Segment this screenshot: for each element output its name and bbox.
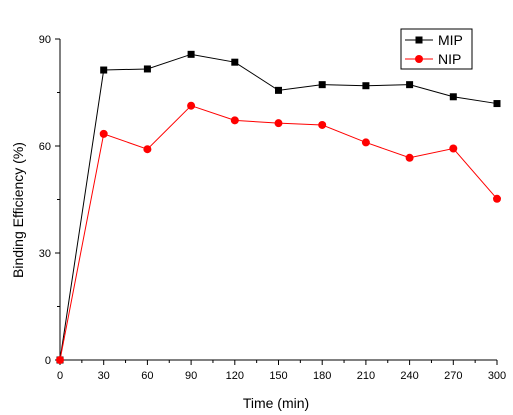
legend: MIP NIP xyxy=(400,28,473,70)
data-point-mip xyxy=(100,66,108,74)
data-point-mip xyxy=(362,82,370,90)
y-tick-label: 60 xyxy=(39,141,51,153)
data-point-nip xyxy=(361,138,370,147)
data-point-nip xyxy=(143,145,152,154)
series-mip xyxy=(56,50,501,364)
x-tick-label: 90 xyxy=(185,370,197,382)
data-point-nip xyxy=(449,144,458,153)
data-point-mip xyxy=(143,65,151,73)
data-point-mip xyxy=(187,50,195,58)
x-axis-label: Time (min) xyxy=(243,395,309,411)
x-tick-label: 30 xyxy=(98,370,110,382)
data-point-mip xyxy=(406,81,414,89)
data-point-nip xyxy=(493,194,501,203)
x-tick-label: 300 xyxy=(488,370,506,382)
data-point-mip xyxy=(449,93,457,101)
data-point-mip xyxy=(275,86,282,94)
data-point-nip xyxy=(99,129,108,138)
data-point-nip xyxy=(405,153,414,162)
data-point-nip xyxy=(318,120,327,129)
data-point-nip xyxy=(230,116,239,125)
x-tick-label: 240 xyxy=(400,370,418,382)
legend-label-mip: MIP xyxy=(438,32,463,48)
x-tick-label: 270 xyxy=(444,370,462,382)
series-nip xyxy=(56,101,501,364)
data-point-mip xyxy=(318,81,326,89)
x-tick-label: 180 xyxy=(313,370,331,382)
x-tick-label: 150 xyxy=(269,370,287,382)
series-line-nip xyxy=(59,105,498,361)
x-tick-label: 60 xyxy=(141,370,153,382)
data-point-mip xyxy=(493,100,501,108)
x-tick-label: 210 xyxy=(357,370,375,382)
legend-label-nip: NIP xyxy=(438,51,461,67)
y-tick-label: 0 xyxy=(45,355,51,367)
y-axis-label: Binding Efficiency (%) xyxy=(10,142,26,278)
series-layer xyxy=(56,50,501,364)
series-line-mip xyxy=(59,53,498,361)
data-point-nip xyxy=(187,101,196,110)
x-tick-label: 0 xyxy=(57,370,63,382)
axes: 0 30 60 90 120 150 180 210 240 270 300 0 30 60 90 xyxy=(39,34,506,382)
legend-box xyxy=(400,28,473,70)
data-point-nip xyxy=(274,119,283,128)
x-tick-label: 120 xyxy=(226,370,244,382)
y-tick-label: 90 xyxy=(39,34,51,46)
legend-marker-mip xyxy=(415,36,423,44)
data-point-nip xyxy=(56,356,64,364)
data-point-mip xyxy=(231,58,239,66)
y-tick-label: 30 xyxy=(39,248,51,260)
legend-marker-nip xyxy=(415,55,423,63)
